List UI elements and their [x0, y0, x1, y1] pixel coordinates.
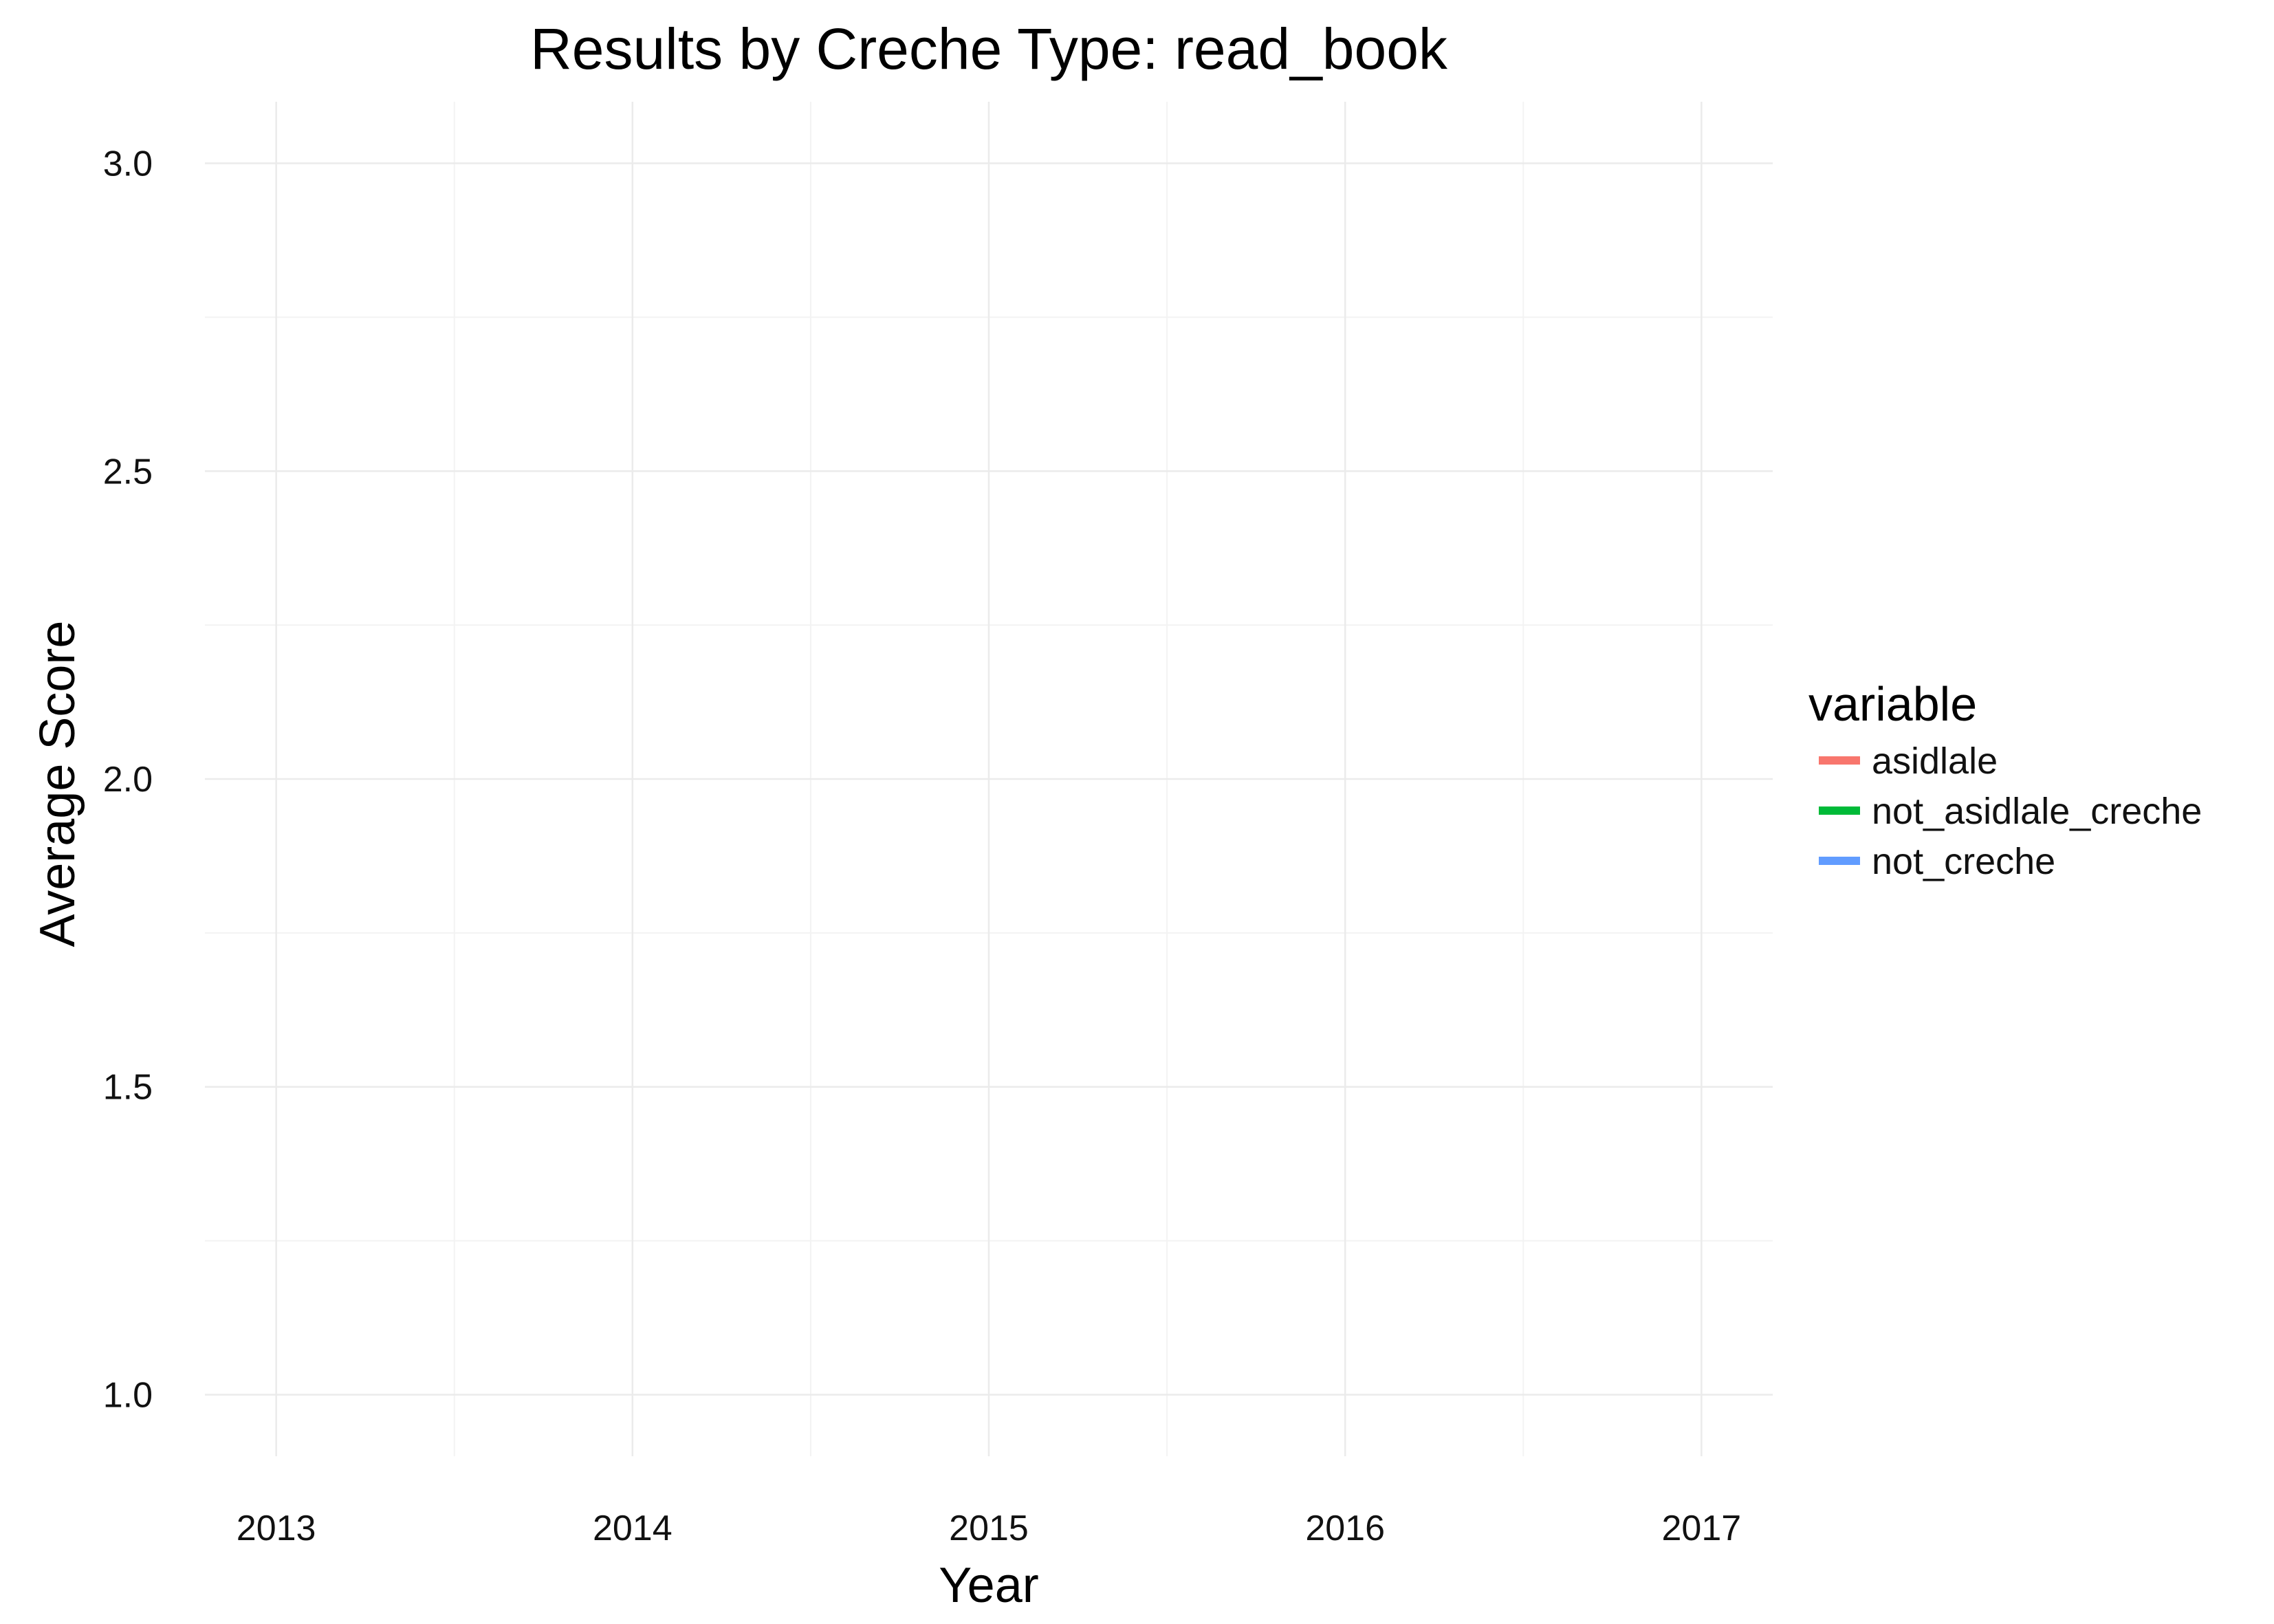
legend: variable asidlale not_asidlale_creche not_…	[1808, 677, 2202, 882]
legend-items: asidlale not_asidlale_creche not_creche	[1819, 740, 2202, 882]
y-tick-label: 3.0	[103, 144, 153, 184]
legend-key	[1819, 806, 1860, 815]
x-axis-ticks: 2013 2014 2015 2016 2017	[237, 1508, 1741, 1548]
x-tick-label: 2016	[1305, 1508, 1385, 1548]
legend-title: variable	[1808, 677, 1977, 731]
y-tick-label: 2.5	[103, 452, 153, 492]
chart-title: Results by Creche Type: read_book	[530, 17, 1448, 81]
x-tick-label: 2013	[237, 1508, 316, 1548]
legend-key	[1819, 756, 1860, 765]
y-tick-label: 1.0	[103, 1375, 153, 1415]
legend-label: not_asidlale_creche	[1872, 791, 2202, 832]
x-axis-title: Year	[939, 1558, 1038, 1613]
y-axis-title: Average Score	[30, 621, 85, 947]
x-tick-label: 2015	[949, 1508, 1029, 1548]
y-tick-label: 1.5	[103, 1068, 153, 1108]
grid-major	[205, 102, 1773, 1456]
x-tick-label: 2014	[593, 1508, 673, 1548]
legend-label: not_creche	[1872, 841, 2055, 882]
legend-label: asidlale	[1872, 740, 1998, 782]
legend-key	[1819, 857, 1860, 865]
y-tick-label: 2.0	[103, 760, 153, 800]
y-axis-ticks: 1.0 1.5 2.0 2.5 3.0	[103, 144, 153, 1416]
x-tick-label: 2017	[1662, 1508, 1742, 1548]
